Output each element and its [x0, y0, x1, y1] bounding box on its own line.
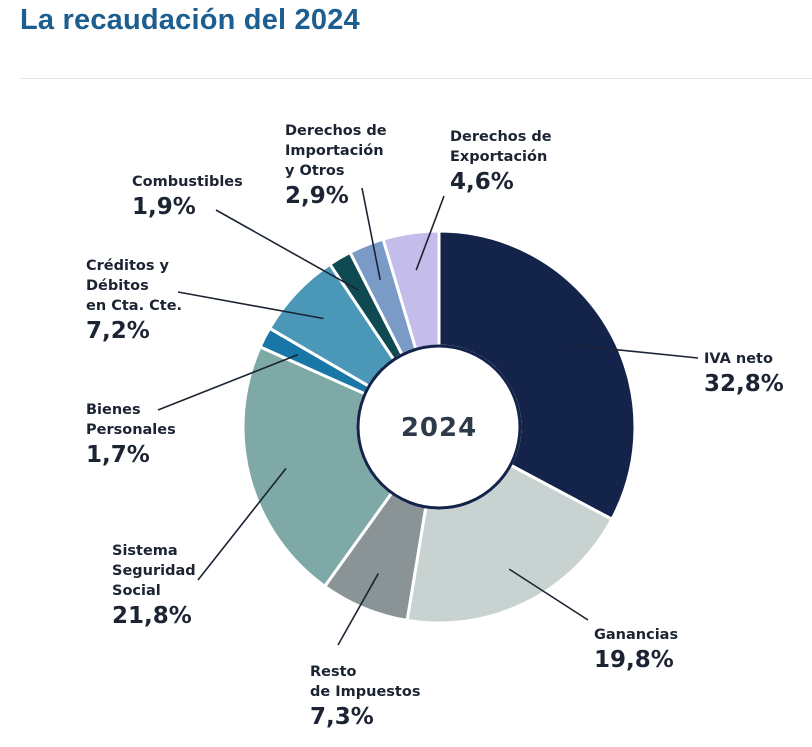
leader-ganancias [508, 568, 589, 621]
label-pct-exportacion: 4,6% [450, 169, 514, 195]
label-name-seguridad: Seguridad [112, 563, 196, 579]
leader-lines [157, 187, 699, 646]
center-year-label: 2024 [401, 413, 477, 443]
label-name-resto: de Impuestos [310, 684, 420, 700]
label-pct-importacion: 2,9% [285, 183, 349, 209]
label-creditos: Créditos y Débitos en Cta. Cte. 7,2% [86, 258, 182, 344]
label-name-bienes: Personales [86, 422, 176, 438]
label-seguridad: Sistema Seguridad Social 21,8% [112, 543, 196, 629]
label-pct-seguridad: 21,8% [112, 603, 192, 629]
leader-iva [574, 344, 699, 359]
donut-hole [356, 344, 522, 510]
label-name-ganancias: Ganancias [594, 627, 678, 643]
label-bienes: Bienes Personales 1,7% [86, 402, 176, 468]
leader-importacion [361, 187, 381, 280]
label-name-seguridad: Sistema [112, 543, 178, 559]
label-name-creditos: Débitos [86, 278, 149, 294]
page-title: La recaudación del 2024 [20, 4, 360, 36]
label-ganancias: Ganancias 19,8% [594, 627, 678, 673]
label-name-importacion: y Otros [285, 163, 345, 179]
leader-resto [337, 573, 380, 646]
label-exportacion: Derechos de Exportación 4,6% [450, 129, 552, 195]
label-pct-ganancias: 19,8% [594, 647, 674, 673]
label-name-creditos: en Cta. Cte. [86, 298, 182, 314]
leader-combustibles [215, 209, 360, 292]
label-pct-resto: 7,3% [310, 704, 374, 730]
label-name-creditos: Créditos y [86, 258, 170, 274]
slice-labels: IVA neto 32,8% Ganancias 19,8% Resto de Impue… [86, 123, 784, 730]
label-name-seguridad: Social [112, 583, 161, 599]
label-pct-bienes: 1,7% [86, 442, 150, 468]
label-pct-iva: 32,8% [704, 371, 784, 397]
leader-bienes [157, 353, 299, 411]
label-pct-combustibles: 1,9% [132, 194, 196, 220]
label-iva: IVA neto 32,8% [704, 351, 784, 397]
label-name-bienes: Bienes [86, 402, 141, 418]
label-resto: Resto de Impuestos 7,3% [310, 664, 420, 730]
label-name-exportacion: Exportación [450, 149, 547, 165]
title-divider [20, 78, 812, 79]
leader-creditos [177, 291, 324, 320]
label-name-importacion: Derechos de [285, 123, 387, 139]
label-name-exportacion: Derechos de [450, 129, 552, 145]
leader-exportacion [415, 195, 445, 271]
label-name-resto: Resto [310, 664, 357, 680]
label-importacion: Derechos de Importación y Otros 2,9% [285, 123, 387, 209]
label-name-iva: IVA neto [704, 351, 773, 367]
label-pct-creditos: 7,2% [86, 318, 150, 344]
label-name-importacion: Importación [285, 143, 384, 159]
label-combustibles: Combustibles 1,9% [132, 174, 243, 220]
label-name-combustibles: Combustibles [132, 174, 243, 190]
leader-seguridad [197, 467, 287, 581]
